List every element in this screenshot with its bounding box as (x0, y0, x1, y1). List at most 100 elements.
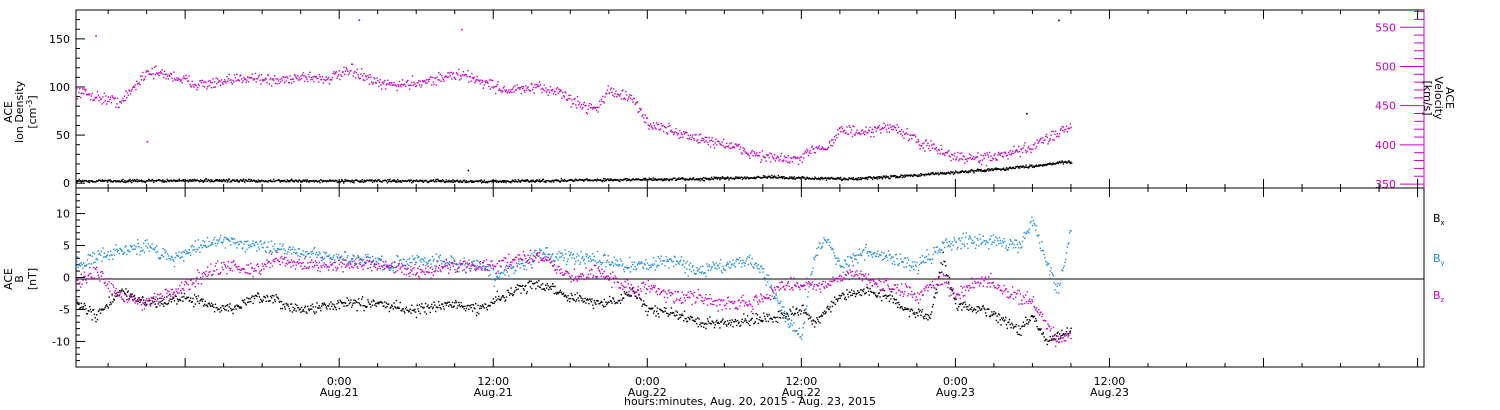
data-point (210, 179, 212, 181)
data-point (233, 74, 236, 76)
data-point (676, 134, 679, 136)
data-point (129, 295, 131, 298)
data-point (549, 91, 551, 94)
data-point (116, 295, 118, 297)
data-point (113, 254, 116, 256)
data-point (1054, 333, 1056, 336)
data-point (518, 260, 520, 262)
data-point (1027, 323, 1029, 325)
data-point (601, 180, 604, 183)
data-point (411, 180, 414, 182)
data-point (568, 298, 570, 300)
data-point (216, 307, 218, 309)
data-point (496, 180, 498, 182)
data-point (604, 178, 606, 180)
data-point (80, 302, 82, 305)
data-point (478, 312, 480, 315)
data-point (495, 181, 498, 183)
data-point (187, 252, 190, 254)
data-point (146, 70, 149, 72)
data-point (864, 293, 866, 295)
data-point (535, 249, 537, 252)
data-point (321, 76, 324, 78)
data-point (790, 177, 792, 179)
data-point (153, 300, 156, 303)
data-point (225, 82, 227, 84)
data-point (457, 305, 459, 307)
data-point (307, 308, 310, 310)
data-point (1002, 317, 1005, 319)
data-point (246, 297, 248, 299)
data-point (611, 91, 613, 93)
data-point (475, 303, 477, 305)
data-point (688, 317, 690, 319)
data-point (297, 79, 300, 81)
data-point (431, 255, 434, 258)
data-point (153, 181, 155, 184)
data-point (117, 291, 119, 293)
data-point (867, 287, 869, 289)
data-point (914, 136, 917, 138)
data-point (548, 288, 550, 291)
data-point (170, 259, 172, 261)
data-point (560, 90, 562, 92)
data-point (170, 179, 172, 181)
data-point (760, 319, 763, 321)
data-point (251, 73, 253, 75)
data-point (520, 262, 522, 265)
data-point (912, 175, 914, 178)
data-point (653, 310, 656, 312)
data-point (371, 304, 374, 306)
data-point (79, 96, 82, 99)
data-point (552, 88, 554, 91)
data-point (448, 180, 451, 182)
data-point (861, 129, 864, 131)
data-point (98, 310, 100, 312)
data-point (572, 180, 575, 182)
data-point (194, 240, 196, 242)
data-point (454, 181, 457, 183)
data-point (418, 180, 421, 182)
data-point (692, 177, 695, 179)
data-point (820, 148, 823, 150)
data-point (407, 258, 409, 261)
data-point (225, 237, 227, 239)
data-point (491, 278, 493, 281)
data-point (703, 180, 706, 182)
data-point (306, 250, 308, 253)
data-point (222, 180, 224, 182)
data-point (813, 178, 815, 180)
data-point (239, 180, 241, 182)
data-point (1061, 160, 1063, 162)
data-point (434, 77, 436, 79)
data-point (240, 74, 242, 76)
data-point (742, 322, 744, 324)
data-point (163, 305, 165, 307)
data-point (300, 311, 302, 313)
bottom-data-points (76, 216, 1072, 348)
data-point (904, 174, 906, 176)
data-point (905, 132, 907, 134)
data-point (218, 180, 220, 182)
data-point (696, 322, 698, 325)
data-point (143, 303, 146, 306)
data-point (719, 176, 722, 179)
data-point (954, 302, 957, 305)
data-point (196, 87, 199, 89)
data-point (153, 248, 155, 250)
data-point (468, 81, 470, 83)
data-point (138, 246, 140, 248)
data-point (195, 85, 197, 87)
data-point (981, 163, 983, 166)
data-point (348, 260, 351, 263)
data-point (777, 155, 779, 158)
data-point (572, 102, 575, 105)
data-point (408, 84, 410, 86)
data-point (569, 297, 572, 300)
data-point (193, 249, 196, 251)
data-point (677, 318, 679, 320)
data-point (677, 133, 679, 135)
data-point (437, 79, 439, 81)
data-point (284, 76, 287, 78)
data-point (519, 285, 522, 287)
